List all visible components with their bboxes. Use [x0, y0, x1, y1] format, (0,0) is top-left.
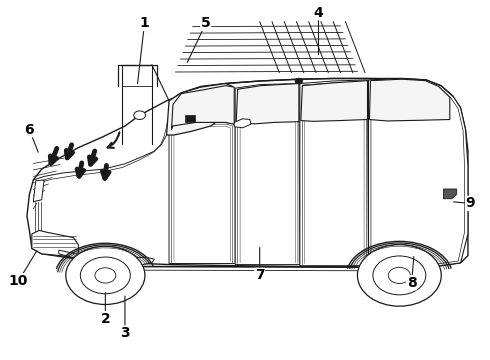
Text: 7: 7: [255, 269, 265, 282]
Text: 10: 10: [9, 274, 28, 288]
Text: 9: 9: [466, 197, 475, 210]
Polygon shape: [300, 80, 368, 266]
Polygon shape: [33, 180, 44, 202]
Polygon shape: [301, 81, 368, 121]
Polygon shape: [234, 119, 251, 128]
Circle shape: [373, 256, 426, 295]
Circle shape: [66, 246, 145, 305]
Polygon shape: [236, 84, 299, 124]
Text: 2: 2: [100, 312, 110, 325]
Text: 4: 4: [314, 6, 323, 19]
Polygon shape: [169, 122, 235, 264]
Polygon shape: [185, 115, 195, 122]
Polygon shape: [27, 78, 468, 267]
Text: 3: 3: [120, 326, 130, 340]
Circle shape: [388, 267, 410, 284]
Polygon shape: [368, 78, 468, 267]
Polygon shape: [443, 189, 457, 199]
Text: 8: 8: [407, 276, 416, 289]
Text: 5: 5: [201, 17, 211, 30]
Circle shape: [134, 111, 146, 120]
Polygon shape: [59, 250, 154, 265]
Polygon shape: [369, 79, 450, 121]
Polygon shape: [167, 84, 233, 135]
Text: 1: 1: [140, 17, 149, 30]
Text: 6: 6: [24, 123, 34, 136]
Circle shape: [357, 245, 441, 306]
Circle shape: [95, 268, 116, 283]
Polygon shape: [235, 84, 300, 265]
Polygon shape: [172, 86, 234, 130]
Polygon shape: [32, 230, 78, 257]
Circle shape: [80, 257, 130, 294]
Circle shape: [295, 78, 303, 84]
